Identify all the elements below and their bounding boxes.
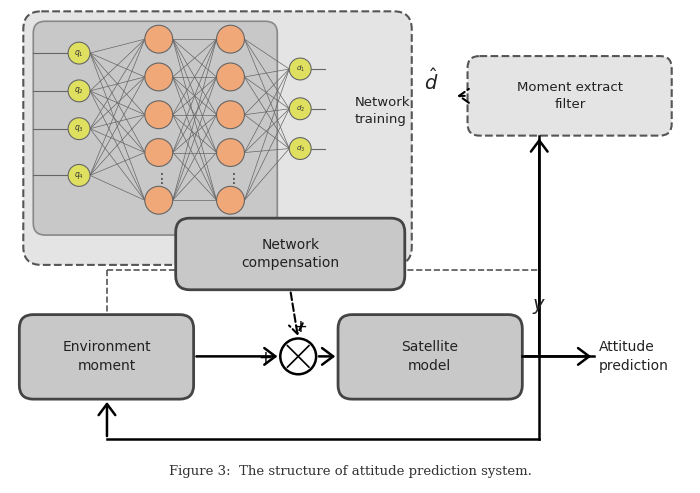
Text: $\vdots$: $\vdots$ [154,171,164,186]
Circle shape [216,101,244,129]
Circle shape [216,25,244,53]
FancyBboxPatch shape [23,11,412,265]
Text: $d_2$: $d_2$ [295,104,304,114]
Text: $\hat{d}$: $\hat{d}$ [424,68,439,94]
Circle shape [289,138,312,160]
Text: $q_4$: $q_4$ [74,170,84,181]
Circle shape [145,139,173,167]
Circle shape [68,42,90,64]
Circle shape [68,80,90,102]
Circle shape [216,186,244,214]
Text: $y$: $y$ [532,297,547,316]
Text: Attitude
prediction: Attitude prediction [599,340,669,373]
Text: +: + [258,350,272,367]
Text: +: + [293,317,307,336]
Text: Figure 3:  The structure of attitude prediction system.: Figure 3: The structure of attitude pred… [169,465,531,478]
FancyBboxPatch shape [468,56,672,136]
Text: Network
training: Network training [355,96,410,126]
Circle shape [68,165,90,186]
Circle shape [280,339,316,374]
Text: $q_1$: $q_1$ [74,48,84,59]
Text: Environment
moment: Environment moment [63,340,151,373]
Circle shape [68,118,90,140]
Circle shape [145,101,173,129]
Text: $\vdots$: $\vdots$ [225,171,235,186]
Text: Satellite
model: Satellite model [401,340,458,373]
Text: $q_3$: $q_3$ [74,123,84,134]
Text: Moment extract
filter: Moment extract filter [517,81,623,111]
Circle shape [145,63,173,91]
Text: $q_2$: $q_2$ [74,85,84,97]
Text: $d_1$: $d_1$ [295,64,304,74]
Circle shape [289,98,312,120]
FancyBboxPatch shape [338,315,522,399]
Text: Network
compensation: Network compensation [241,238,340,270]
Circle shape [145,186,173,214]
Text: $d_3$: $d_3$ [295,143,304,154]
FancyBboxPatch shape [176,218,405,290]
Circle shape [216,63,244,91]
FancyBboxPatch shape [20,315,194,399]
Circle shape [289,58,312,80]
Circle shape [145,25,173,53]
FancyBboxPatch shape [34,21,277,235]
Circle shape [216,139,244,167]
